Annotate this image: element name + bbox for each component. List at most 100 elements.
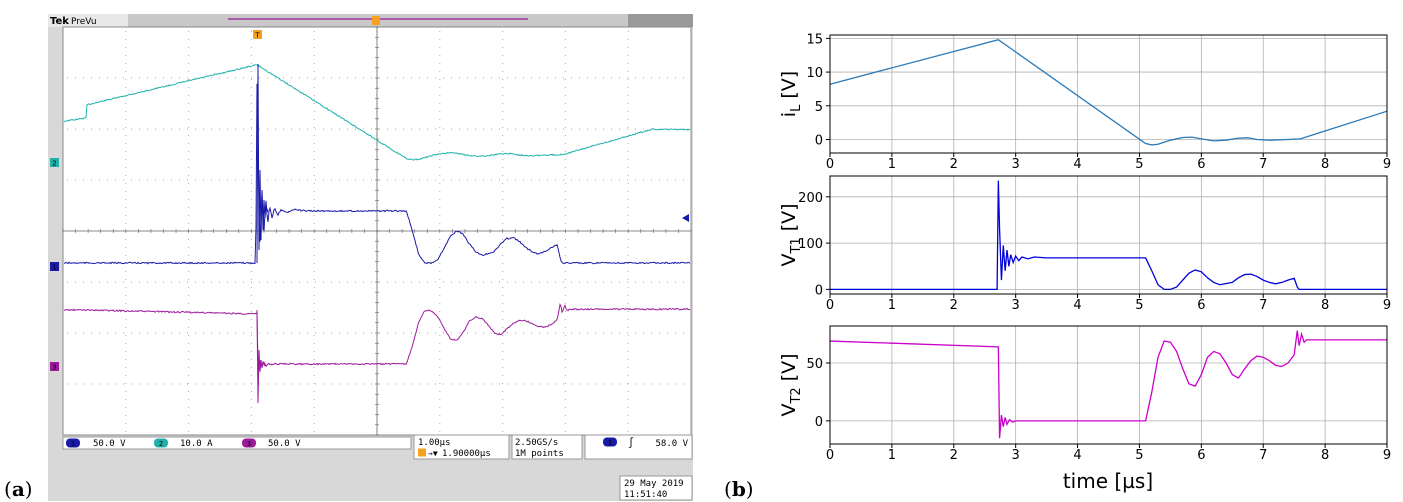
svg-text:(a): (a)	[4, 477, 33, 501]
ch2-current-trace	[63, 64, 691, 161]
y-tick-label: 5	[815, 100, 823, 115]
svg-text:3: 3	[52, 364, 56, 372]
x-tick-label: 3	[1012, 448, 1020, 463]
y-tick-label: 200	[798, 191, 823, 206]
x-tick-label: 4	[1073, 157, 1081, 172]
x-tick-label: 2	[950, 157, 958, 172]
x-tick-label: 4	[1073, 448, 1081, 463]
x-axis-label: time [µs]	[1063, 469, 1153, 493]
ch1-badge	[66, 438, 80, 448]
svg-text:(b): (b)	[724, 477, 754, 501]
ch2-badge	[154, 438, 168, 448]
x-tick-label: 3	[1012, 157, 1020, 172]
x-tick-label: 7	[1259, 448, 1267, 463]
time: 11:51:40	[624, 490, 667, 500]
ch2-marker: 2	[50, 158, 59, 168]
timebase-value: 1.00µs	[418, 438, 451, 448]
trigger-source-num: 1	[608, 439, 612, 447]
delay-value: 1.90000µs	[442, 449, 491, 459]
delay-icon	[418, 448, 426, 457]
panel-b-label: (b)	[724, 477, 754, 501]
x-tick-label: 9	[1383, 157, 1391, 172]
series-line	[829, 330, 1387, 439]
acquisition-box	[511, 434, 583, 460]
x-tick-label: 5	[1135, 157, 1143, 172]
record-length: 1M points	[515, 449, 564, 459]
ch1-switching-spike	[256, 63, 269, 264]
datetime-box	[619, 475, 693, 501]
x-tick-label: 2	[950, 448, 958, 463]
x-tick-label: 6	[1197, 298, 1205, 313]
x-tick-label: 3	[1012, 298, 1020, 313]
x-tick-label: 4	[1073, 298, 1081, 313]
svg-text:T: T	[254, 32, 260, 40]
ch3-switching-spike	[256, 309, 266, 404]
x-tick-label: 2	[950, 298, 958, 313]
x-tick-label: 6	[1197, 157, 1205, 172]
x-tick-label: 9	[1383, 448, 1391, 463]
x-tick-label: 5	[1135, 448, 1143, 463]
status-bar: 1 50.0 V 2 10.0 A 3 50.0 V 1.00µs →▼ 1.9…	[62, 434, 693, 501]
x-tick-label: 8	[1321, 157, 1329, 172]
x-tick-label: 0	[826, 448, 834, 463]
panel-a: Tek PreVu T 2 1 3 1	[4, 14, 693, 501]
y-axis-label: iL [V]	[778, 71, 804, 117]
y-axis-label: VT2 [V]	[778, 353, 804, 416]
ch1-scale: 50.0 V	[93, 439, 126, 449]
scope-traces	[63, 63, 691, 404]
y-tick-label: 0	[815, 415, 823, 430]
x-tick-label: 7	[1259, 298, 1267, 313]
x-tick-label: 5	[1135, 298, 1143, 313]
x-tick-label: 8	[1321, 448, 1329, 463]
x-tick-label: 0	[826, 298, 834, 313]
y-tick-label: 50	[806, 357, 823, 372]
x-tick-label: 8	[1321, 298, 1329, 313]
y-tick-label: 0	[815, 134, 823, 149]
trigger-level-icon	[682, 214, 689, 222]
trigger-source-badge	[603, 437, 617, 447]
y-axis-label: VT1 [V]	[778, 203, 804, 266]
date: 29 May 2019	[624, 479, 684, 489]
ch2-scale: 10.0 A	[180, 439, 213, 449]
delay-marker	[372, 16, 380, 25]
x-tick-label: 7	[1259, 157, 1267, 172]
y-tick-label: 15	[806, 32, 823, 47]
delay-arrow-icon: →▼	[428, 449, 438, 458]
series-line	[829, 39, 1388, 146]
svg-text:2: 2	[52, 160, 56, 168]
y-tick-label: 100	[798, 237, 823, 252]
plot-frame	[829, 325, 1388, 445]
x-tick-label: 1	[888, 448, 896, 463]
svg-text:1: 1	[52, 264, 56, 272]
x-tick-label: 6	[1197, 448, 1205, 463]
ch3-badge-num: 3	[247, 440, 251, 448]
ch1-voltage-trace	[63, 83, 691, 265]
scope-top-bar	[48, 14, 693, 27]
x-tick-label: 0	[826, 157, 834, 172]
scope-mode: PreVu	[71, 17, 97, 27]
plot-frame	[829, 175, 1388, 295]
ch3-marker: 3	[50, 362, 59, 372]
scope-top-right	[628, 14, 693, 27]
y-tick-label: 10	[806, 66, 823, 81]
plot-il: 0 1 2 3 4 5 6 7 8 9 0 5 10 15 iL [V]	[778, 32, 1391, 172]
series-line	[830, 180, 1387, 291]
scope-title-area	[48, 14, 128, 27]
trigger-position-marker: T	[253, 30, 262, 40]
sample-rate: 2.50GS/s	[515, 438, 558, 448]
x-tick-label: 1	[888, 298, 896, 313]
ch2-badge-num: 2	[159, 440, 163, 448]
scope-grid	[62, 26, 692, 436]
trigger-level: 58.0 V	[655, 439, 688, 449]
ch3-voltage-trace	[63, 302, 691, 370]
y-tick-label: 0	[815, 283, 823, 298]
x-tick-label: 1	[888, 157, 896, 172]
ch3-badge	[242, 438, 256, 448]
trigger-slope-icon: ∫	[628, 437, 634, 449]
timebase-box	[413, 434, 510, 460]
scope-brand: Tek	[50, 16, 69, 27]
